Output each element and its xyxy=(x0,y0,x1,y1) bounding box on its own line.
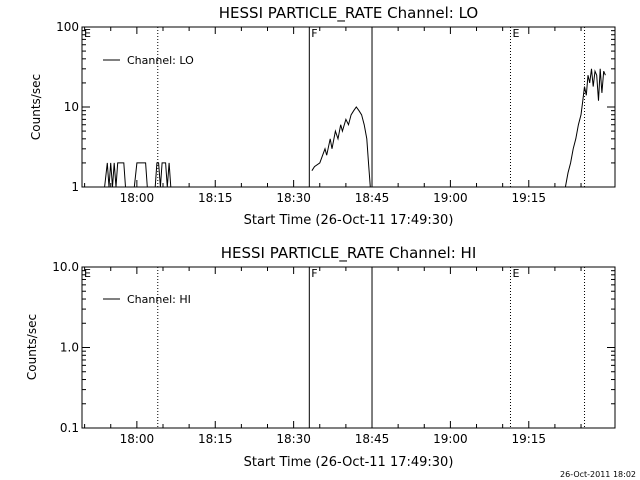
x-tick-label: 18:15 xyxy=(198,432,233,446)
y-tick-label: 1 xyxy=(71,180,79,194)
y-axis-label: Counts/sec xyxy=(25,314,39,380)
legend: Channel: HI xyxy=(103,293,191,306)
legend: Channel: LO xyxy=(103,54,194,67)
y-axis-label: Counts/sec xyxy=(29,74,43,140)
y-tick-label: 10.0 xyxy=(52,260,79,274)
chart-title: HESSI PARTICLE_RATE Channel: LO xyxy=(219,4,478,23)
series-line xyxy=(311,106,371,188)
x-tick-label: 19:00 xyxy=(433,432,468,446)
series-lines xyxy=(104,68,606,188)
series-line xyxy=(564,68,606,188)
corner-label: E xyxy=(84,267,91,280)
chart-panel-lo: HESSI PARTICLE_RATE Channel: LO Start Ti… xyxy=(29,4,616,228)
y-tick-label: 100 xyxy=(56,20,79,34)
footer-timestamp: 26-Oct-2011 18:02 xyxy=(560,470,636,479)
event-label: F xyxy=(311,267,317,280)
x-tick-label: 18:00 xyxy=(120,191,155,205)
x-tick-label: 18:15 xyxy=(198,191,233,205)
event-label: E xyxy=(512,267,519,280)
x-tick-label: 19:15 xyxy=(511,432,546,446)
chart-panel-hi: HESSI PARTICLE_RATE Channel: HI Start Ti… xyxy=(25,244,616,470)
event-label: E xyxy=(512,27,519,40)
x-tick-label: 18:30 xyxy=(276,191,311,205)
x-tick-label: 18:30 xyxy=(276,432,311,446)
legend-entry: Channel: HI xyxy=(127,293,191,306)
event-label: F xyxy=(311,27,317,40)
x-tick-label: 18:45 xyxy=(355,191,390,205)
x-axis-label: Start Time (26-Oct-11 17:49:30) xyxy=(244,455,454,470)
x-tick-label: 18:00 xyxy=(120,432,155,446)
y-tick-label: 10 xyxy=(64,100,79,114)
corner-label: E xyxy=(84,27,91,40)
chart-title: HESSI PARTICLE_RATE Channel: HI xyxy=(221,244,477,263)
x-tick-label: 18:45 xyxy=(355,432,390,446)
y-tick-label: 1.0 xyxy=(60,341,79,355)
legend-entry: Channel: LO xyxy=(127,54,194,67)
x-axis-label: Start Time (26-Oct-11 17:49:30) xyxy=(244,213,454,228)
y-tick-label: 0.1 xyxy=(60,421,79,435)
plot-frame xyxy=(81,266,616,429)
x-tick-label: 19:15 xyxy=(511,191,546,205)
x-tick-label: 19:00 xyxy=(433,191,468,205)
axis-ticks: 18:00 18:15 18:30 18:45 19:00 19:15 0.1 1.0 10.0 xyxy=(52,260,615,446)
series-line xyxy=(104,162,173,188)
axis-ticks: 18:00 18:15 18:30 18:45 19:00 19:15 1 10 100 xyxy=(56,20,615,205)
